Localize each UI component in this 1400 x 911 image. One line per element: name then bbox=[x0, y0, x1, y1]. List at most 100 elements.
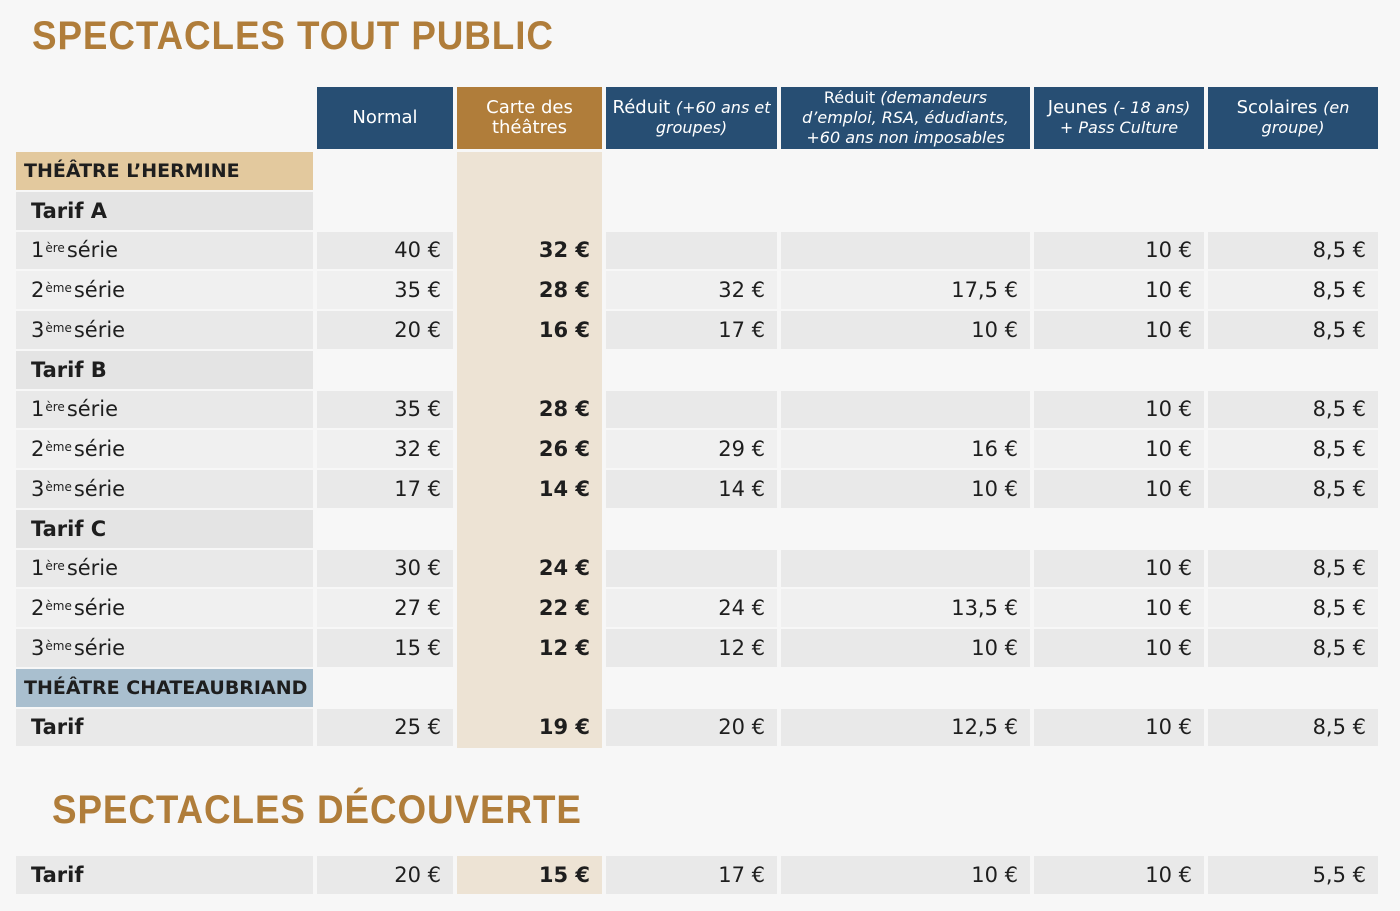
column-header-main: Scolaires bbox=[1236, 97, 1318, 118]
price-cell bbox=[1208, 510, 1378, 548]
price-cell: 17 € bbox=[606, 856, 777, 894]
column-header-2: Carte des théâtres bbox=[457, 87, 602, 149]
price-value: 10 € bbox=[1145, 437, 1192, 462]
price-value: 17 € bbox=[394, 476, 441, 501]
price-cell: 12,5 € bbox=[781, 708, 1030, 747]
price-cell: 10 € bbox=[781, 856, 1030, 894]
row-label: 2 ème série bbox=[16, 271, 313, 309]
price-value: 17 € bbox=[718, 317, 765, 342]
serie-superscript: ème bbox=[45, 281, 72, 296]
row-label: THÉÂTRE L’HERMINE bbox=[16, 152, 313, 190]
price-cell: 8,5 € bbox=[1208, 708, 1378, 747]
serie-superscript: ème bbox=[45, 440, 72, 455]
price-value: 32 € bbox=[718, 278, 765, 303]
price-cell: 16 € bbox=[781, 430, 1030, 468]
price-cell: 10 € bbox=[1034, 549, 1204, 588]
price-cell: 10 € bbox=[781, 629, 1030, 667]
price-cell: 29 € bbox=[606, 430, 777, 468]
price-value: 20 € bbox=[394, 317, 441, 342]
price-cell bbox=[606, 549, 777, 588]
serie-superscript: ème bbox=[45, 479, 72, 494]
price-cell bbox=[606, 192, 777, 230]
price-value: 10 € bbox=[1145, 317, 1192, 342]
price-value: 24 € bbox=[538, 556, 590, 581]
row-label: 3 ème série bbox=[16, 470, 313, 508]
row-label-text: Tarif C bbox=[31, 516, 107, 541]
price-value: 27 € bbox=[394, 596, 441, 621]
price-cell: 8,5 € bbox=[1208, 311, 1378, 349]
price-cell: 10 € bbox=[1034, 271, 1204, 309]
price-cell: 28 € bbox=[457, 271, 602, 309]
price-cell bbox=[781, 510, 1030, 548]
price-value: 10 € bbox=[1145, 596, 1192, 621]
price-cell: 35 € bbox=[317, 271, 453, 309]
row-label-text: Tarif bbox=[31, 863, 84, 887]
row-label: 2 ème série bbox=[16, 430, 313, 468]
serie-word: série bbox=[73, 437, 126, 462]
column-header-main: Normal bbox=[352, 107, 418, 128]
price-cell bbox=[606, 390, 777, 429]
price-cell: 8,5 € bbox=[1208, 549, 1378, 588]
column-header-text: Réduit (+60 ans et groupes) bbox=[612, 98, 771, 138]
price-cell bbox=[606, 510, 777, 548]
price-cell: 25 € bbox=[317, 708, 453, 747]
serie-word: série bbox=[66, 397, 119, 422]
price-cell bbox=[1208, 152, 1378, 190]
serie-number: 1 bbox=[31, 556, 45, 581]
price-cell: 10 € bbox=[1034, 589, 1204, 627]
row-label-text: THÉÂTRE L’HERMINE bbox=[24, 159, 240, 182]
price-cell bbox=[457, 192, 602, 230]
carte-column-highlight bbox=[457, 152, 602, 749]
price-cell: 19 € bbox=[457, 709, 602, 747]
column-header-main: Réduit bbox=[823, 88, 876, 107]
price-cell: 32 € bbox=[457, 232, 602, 270]
row-label: 1 ère série bbox=[16, 390, 313, 429]
column-header-1: Normal bbox=[317, 87, 453, 149]
price-cell: 24 € bbox=[457, 550, 602, 588]
price-value: 8,5 € bbox=[1312, 556, 1366, 581]
serie-number: 1 bbox=[31, 238, 45, 263]
price-value: 17 € bbox=[718, 863, 765, 887]
price-cell: 10 € bbox=[1034, 708, 1204, 747]
price-cell bbox=[781, 152, 1030, 190]
price-value: 10 € bbox=[1145, 476, 1192, 501]
price-cell bbox=[317, 152, 453, 190]
price-cell: 17 € bbox=[317, 470, 453, 508]
column-header-3: Réduit (+60 ans et groupes) bbox=[606, 87, 777, 149]
price-cell: 35 € bbox=[317, 390, 453, 429]
price-cell: 27 € bbox=[317, 589, 453, 627]
price-value: 15 € bbox=[538, 863, 590, 887]
row-label: 1 ère série bbox=[16, 549, 313, 588]
row-label: 3 ème série bbox=[16, 629, 313, 667]
column-header-text: Jeunes (- 18 ans) + Pass Culture bbox=[1040, 98, 1198, 138]
price-value: 15 € bbox=[394, 635, 441, 660]
price-value: 35 € bbox=[394, 278, 441, 303]
price-cell bbox=[781, 390, 1030, 429]
row-label-text: Tarif A bbox=[31, 198, 108, 223]
price-value: 16 € bbox=[971, 437, 1018, 462]
price-cell: 20 € bbox=[317, 856, 453, 894]
price-cell: 8,5 € bbox=[1208, 629, 1378, 667]
price-cell: 32 € bbox=[606, 271, 777, 309]
price-cell: 16 € bbox=[457, 311, 602, 349]
price-value: 8,5 € bbox=[1312, 278, 1366, 303]
price-value: 5,5 € bbox=[1312, 863, 1366, 887]
serie-word: série bbox=[73, 476, 126, 501]
column-header-italic: (demandeurs d’emploi, RSA, édudiants, +6… bbox=[802, 88, 1009, 147]
row-label-text: THÉÂTRE CHATEAUBRIAND bbox=[24, 676, 308, 699]
price-value: 10 € bbox=[1145, 278, 1192, 303]
price-cell bbox=[1034, 510, 1204, 548]
price-value: 14 € bbox=[538, 476, 590, 501]
price-value: 8,5 € bbox=[1312, 397, 1366, 422]
price-cell: 22 € bbox=[457, 589, 602, 627]
price-value: 10 € bbox=[1145, 715, 1192, 740]
serie-number: 3 bbox=[31, 476, 45, 501]
price-cell bbox=[1034, 351, 1204, 389]
price-cell bbox=[781, 549, 1030, 588]
price-cell: 10 € bbox=[1034, 311, 1204, 349]
price-cell: 40 € bbox=[317, 231, 453, 270]
row-label: Tarif bbox=[16, 856, 313, 894]
price-value: 10 € bbox=[971, 635, 1018, 660]
price-cell: 12 € bbox=[606, 629, 777, 667]
column-header-text: Scolaires (en groupe) bbox=[1214, 98, 1372, 138]
